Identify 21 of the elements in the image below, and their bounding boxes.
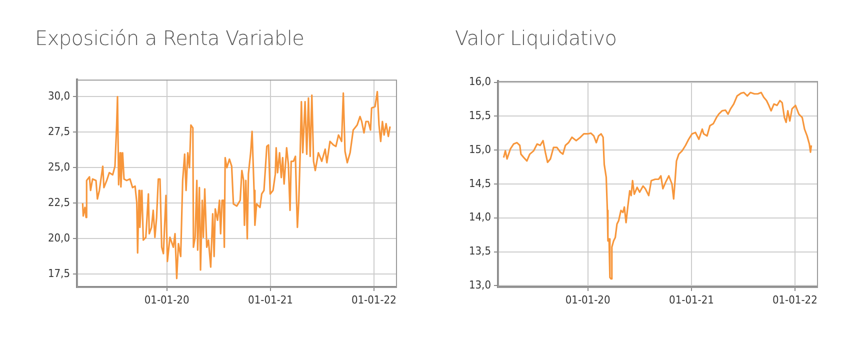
y-tick-label: 14,0 bbox=[468, 210, 491, 224]
x-tick-label: 01-01-21 bbox=[248, 293, 293, 306]
x-tick-label: 01-01-22 bbox=[772, 293, 818, 306]
chart-title: Valor Liquidativo bbox=[455, 26, 617, 50]
x-tick-label: 01-01-20 bbox=[565, 293, 610, 306]
y-tick-label: 13,0 bbox=[468, 278, 491, 292]
y-tick-label: 14,5 bbox=[468, 176, 491, 190]
y-tick-label: 16,0 bbox=[468, 75, 491, 88]
y-tick-label: 30,0 bbox=[48, 90, 70, 103]
y-tick-label: 15,0 bbox=[468, 142, 491, 156]
x-tick-label: 01-01-22 bbox=[351, 293, 396, 306]
y-tick-label: 25,0 bbox=[48, 160, 70, 174]
y-tick-label: 22,5 bbox=[48, 196, 70, 210]
y-tick-label: 20,0 bbox=[48, 232, 70, 245]
y-tick-label: 13,5 bbox=[468, 244, 491, 258]
y-tick-label: 27,5 bbox=[48, 125, 70, 138]
y-tick-label: 17,5 bbox=[48, 267, 70, 280]
x-tick-label: 01-01-20 bbox=[144, 293, 190, 306]
x-tick-label: 01-01-21 bbox=[669, 293, 714, 306]
y-tick-label: 15,5 bbox=[468, 109, 491, 122]
chart-title: Exposición a Renta Variable bbox=[35, 26, 304, 50]
